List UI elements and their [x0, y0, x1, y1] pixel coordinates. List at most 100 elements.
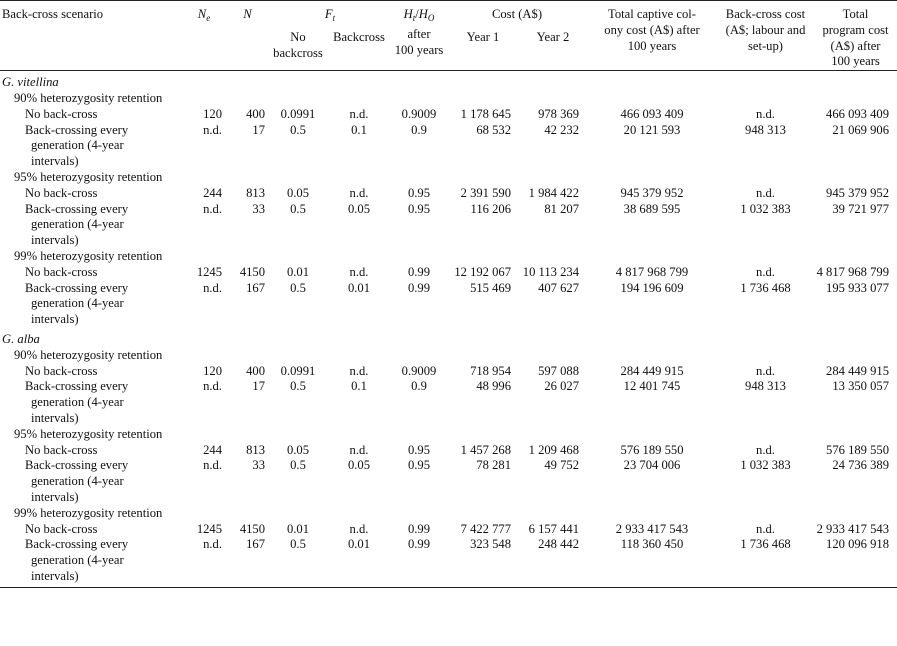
scenario-line: No back-cross — [25, 521, 98, 536]
cell-backcross-cost: n.d. — [756, 363, 775, 378]
cell-year1: 323 548 — [470, 537, 511, 552]
group-row: 99% heterozygosity retention — [0, 506, 897, 522]
group-label: 90% heterozygosity retention — [14, 347, 163, 362]
cell-year1: 7 422 777 — [460, 521, 511, 536]
header-n: N — [243, 7, 252, 21]
scenario-line: No back-cross — [25, 363, 98, 378]
cell-ne: n.d. — [203, 201, 222, 216]
scenario-line: No back-cross — [25, 106, 98, 121]
cell-year1: 68 532 — [476, 122, 511, 137]
cell-ft-backcross: n.d. — [349, 521, 369, 536]
cell-backcross-cost: n.d. — [756, 442, 775, 457]
cell-scenario: Back-crossing every generation (4-year int… — [0, 202, 182, 249]
cell-total-program: 466 093 409 — [826, 106, 889, 121]
header-year2: Year 2 — [536, 30, 570, 45]
header-cost: Cost (A$) — [491, 7, 543, 21]
cell-n: 4150 — [239, 521, 265, 536]
cell-total-colony: 466 093 409 — [620, 106, 684, 121]
table-body: G. vitellina 90% heterozygosity retention… — [0, 71, 897, 588]
cell-year1: 12 192 067 — [454, 264, 511, 279]
cell-n: 33 — [252, 201, 265, 216]
cell-n: 400 — [246, 363, 265, 378]
cell-scenario: No back-cross — [0, 265, 182, 281]
scenario-line: generation (4-year — [31, 296, 124, 311]
cell-total-program: 24 736 389 — [832, 458, 889, 473]
group-row: 95% heterozygosity retention — [0, 427, 897, 443]
table-row: Back-crossing every generation (4-year int… — [0, 537, 897, 587]
cell-ht-ho: 0.95 — [407, 442, 431, 457]
cell-total-colony: 284 449 915 — [620, 363, 684, 378]
cell-total-colony: 576 189 550 — [620, 442, 684, 457]
cell-ne: n.d. — [203, 537, 222, 552]
scenario-line: generation (4-year — [31, 217, 124, 232]
cell-year2: 49 752 — [544, 458, 579, 473]
cell-total-colony: 23 704 006 — [623, 458, 681, 473]
cell-total-program: 4 817 968 799 — [816, 264, 889, 279]
cell-ne: n.d. — [203, 379, 222, 394]
table-row: Back-crossing every generation (4-year int… — [0, 202, 897, 249]
scenario-line: intervals) — [31, 410, 79, 425]
header-scenario: Back-cross scenario — [2, 7, 104, 21]
cell-ht-ho: 0.99 — [407, 280, 431, 295]
scenario-line: No back-cross — [25, 185, 98, 200]
cell-ht-ho: 0.9009 — [401, 106, 437, 121]
cell-backcross-cost: n.d. — [756, 264, 775, 279]
cell-scenario: No back-cross — [0, 522, 182, 538]
cell-total-colony: 12 401 745 — [623, 379, 681, 394]
group-row: 95% heterozygosity retention — [0, 170, 897, 186]
cell-year2: 1 984 422 — [528, 185, 579, 200]
cell-n: 4150 — [239, 264, 265, 279]
table-row: No back-cross 1245 4150 0.01 n.d. 0.99 12 192 … — [0, 265, 897, 281]
cell-n: 17 — [252, 122, 265, 137]
cell-n: 167 — [246, 537, 265, 552]
cell-ft-no-backcross: 0.05 — [286, 442, 310, 457]
header-ne: Ne — [197, 7, 211, 23]
table-header: Back-cross scenario Ne N Ft Ht/HO after … — [0, 1, 897, 71]
cell-year2: 407 627 — [538, 280, 579, 295]
cell-ft-backcross: 0.1 — [351, 379, 367, 394]
cell-n: 17 — [252, 379, 265, 394]
table-row: No back-cross 1245 4150 0.01 n.d. 0.99 7 422 7… — [0, 522, 897, 538]
cell-total-colony: 2 933 417 543 — [615, 521, 689, 536]
cell-n: 167 — [246, 280, 265, 295]
scenario-line: intervals) — [31, 489, 79, 504]
scenario-line: generation (4-year — [31, 474, 124, 489]
group-label: 95% heterozygosity retention — [14, 426, 163, 441]
header-ht-ho: Ht/HO after 100 years — [394, 7, 444, 57]
group-row: 90% heterozygosity retention — [0, 91, 897, 107]
scenario-line: intervals) — [31, 568, 79, 583]
cell-ne: 120 — [203, 106, 222, 121]
cell-ft-backcross: n.d. — [349, 106, 369, 121]
cell-backcross-cost: n.d. — [756, 106, 775, 121]
cell-ft-no-backcross: 0.5 — [290, 379, 306, 394]
scenario-line: generation (4-year — [31, 553, 124, 568]
cell-ft-backcross: n.d. — [349, 264, 369, 279]
cell-year2: 6 157 441 — [528, 521, 579, 536]
scenario-line: intervals) — [31, 312, 79, 327]
cell-ft-no-backcross: 0.5 — [290, 537, 306, 552]
scenario-line: Back-crossing every — [25, 537, 129, 552]
cell-ht-ho: 0.9 — [411, 379, 427, 394]
group-row: 90% heterozygosity retention — [0, 348, 897, 364]
cell-total-program: 576 189 550 — [826, 442, 889, 457]
cell-ht-ho: 0.95 — [407, 201, 431, 216]
cell-ft-backcross: n.d. — [349, 442, 369, 457]
cell-ft-backcross: 0.05 — [347, 201, 371, 216]
cell-ft-backcross: n.d. — [349, 363, 369, 378]
cell-total-colony: 38 689 595 — [623, 201, 681, 216]
cell-year1: 718 954 — [470, 363, 511, 378]
cell-backcross-cost: n.d. — [756, 185, 775, 200]
cell-ne: 1245 — [196, 264, 222, 279]
cell-ft-no-backcross: 0.01 — [286, 264, 310, 279]
scenario-line: No back-cross — [25, 442, 98, 457]
scenario-line: generation (4-year — [31, 395, 124, 410]
group-row: 99% heterozygosity retention — [0, 249, 897, 265]
cell-year2: 978 369 — [538, 106, 579, 121]
cell-total-colony: 118 360 450 — [620, 537, 684, 552]
cell-scenario: Back-crossing every generation (4-year int… — [0, 379, 182, 426]
cell-ft-no-backcross: 0.0991 — [280, 363, 316, 378]
cell-total-program: 2 933 417 543 — [816, 521, 889, 536]
header-backcross-cost: Back-cross cost (A$; labour and set-up) — [725, 7, 806, 53]
cell-ne: n.d. — [203, 122, 222, 137]
cell-year1: 515 469 — [470, 280, 511, 295]
